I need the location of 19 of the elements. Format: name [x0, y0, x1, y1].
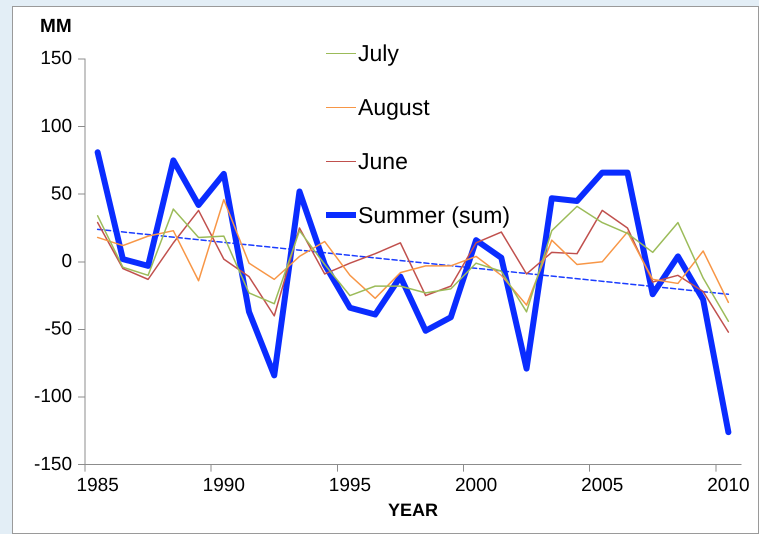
- y-tick-label: -150: [34, 454, 72, 475]
- x-tick-label: 2000: [454, 475, 498, 496]
- y-tick-label: -100: [34, 386, 72, 408]
- y-tick-label: -50: [44, 318, 72, 340]
- x-axis-title: YEAR: [388, 500, 438, 520]
- legend-label: July: [358, 40, 399, 66]
- x-tick-label: 1995: [328, 475, 372, 496]
- legend-label: June: [358, 148, 408, 174]
- x-tick-label: 2005: [581, 475, 624, 496]
- y-tick-label: 100: [40, 116, 72, 137]
- y-axis-title: MM: [40, 16, 72, 38]
- y-tick-label: 150: [40, 48, 72, 70]
- y-tick-label: 0: [61, 251, 72, 272]
- x-tick-label: 2010: [707, 475, 750, 496]
- y-tick-label: 50: [50, 183, 72, 204]
- x-tick-label: 1990: [202, 475, 245, 496]
- legend-label: Summer (sum): [358, 202, 510, 228]
- legend-label: August: [358, 94, 430, 120]
- x-tick-label: 1985: [76, 475, 119, 496]
